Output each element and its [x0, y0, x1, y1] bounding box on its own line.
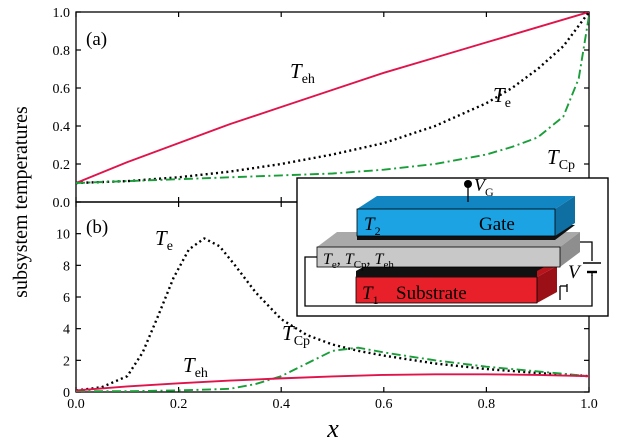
y-tick-label-a: 0.4	[53, 120, 71, 135]
y-tick-label-b: 4	[63, 323, 70, 338]
y-tick-label-b: 2	[63, 354, 70, 369]
series-b-t-eh	[76, 373, 589, 392]
y-tick-label-a: 0.6	[53, 82, 71, 97]
x-tick-label: 1.0	[580, 397, 598, 412]
v-label: V	[568, 262, 582, 283]
label-a-teh: Teh	[290, 59, 315, 87]
panel-a-label: (a)	[86, 29, 107, 50]
label-b-teh: Teh	[183, 353, 208, 381]
label-a-te: Te	[493, 83, 511, 111]
gate-label: Gate	[479, 214, 515, 235]
substrate-face	[355, 276, 538, 304]
gate-block: T2 Gate	[356, 196, 575, 238]
device-schematic-inset: T1 Substrate Te, TCp, Teh T2 Gate VG	[296, 175, 609, 317]
y-tick-label-a: 0.8	[53, 44, 71, 59]
substrate-label: Substrate	[396, 283, 467, 304]
y-tick-label-b: 6	[63, 291, 70, 306]
y-tick-label-a: 1.0	[53, 6, 71, 21]
circuit-wire	[304, 256, 593, 307]
x-tick-label: 0.0	[67, 397, 85, 412]
channel-label: Te, TCp, Teh	[323, 251, 394, 271]
x-tick-label: 0.8	[478, 397, 496, 412]
series-b-t-e	[76, 237, 589, 392]
vg-label: VG	[474, 175, 494, 199]
y-tick-label-a: 0.2	[53, 158, 71, 173]
series-b-t-cp	[76, 346, 589, 392]
y-tick-label-b: 10	[56, 228, 70, 243]
substrate-t1: T1	[362, 283, 379, 307]
x-tick-label: 0.2	[170, 397, 188, 412]
panel-b-label: (b)	[86, 217, 108, 238]
gate-face	[356, 208, 556, 237]
y-tick-label-a: 0.0	[53, 196, 71, 211]
series-a-t-cp	[76, 15, 589, 184]
y-tick-label-b: 8	[63, 259, 70, 274]
label-b-te: Te	[155, 226, 173, 254]
x-tick-label: 0.6	[375, 397, 393, 412]
gate-contact-terminal	[464, 180, 472, 188]
gate-t2: T2	[364, 214, 381, 238]
x-axis-label: x	[326, 414, 339, 443]
y-tick-label-b: 0	[63, 386, 70, 401]
x-tick-label: 0.4	[272, 397, 290, 412]
label-b-tcp: TCp	[282, 321, 310, 349]
series-a-t-e	[76, 12, 589, 185]
series-a-t-eh	[76, 12, 589, 184]
y-axis-label: subsystem temperatures	[10, 106, 32, 298]
label-a-tcp: TCp	[547, 145, 575, 173]
